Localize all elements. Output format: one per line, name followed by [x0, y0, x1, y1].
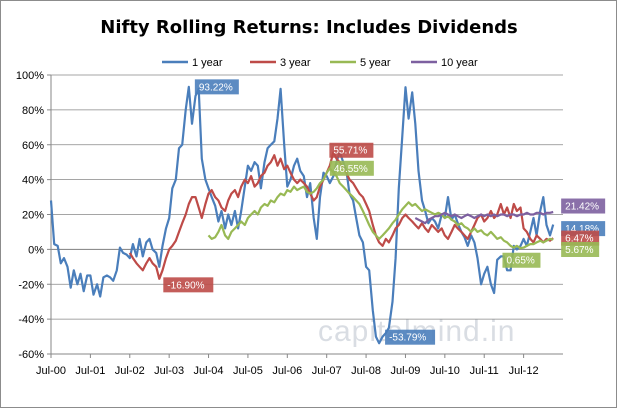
y-tick-label: 80%	[22, 105, 44, 117]
callout-label: 14.18%	[565, 224, 599, 235]
series-lines	[49, 85, 555, 345]
x-tick-label: Jul-10	[430, 365, 460, 377]
x-tick-label: Jul-11	[470, 365, 499, 377]
callout: 5.67%	[561, 241, 600, 257]
x-tick-label: Jul-05	[233, 365, 263, 377]
x-tick-label: Jul-07	[312, 365, 342, 377]
x-tick-label: Jul-04	[194, 365, 224, 377]
callout: 0.65%	[502, 252, 541, 268]
x-tick-label: Jul-03	[154, 365, 184, 377]
callout-label: -16.90%	[167, 280, 204, 291]
callout-box	[163, 277, 214, 293]
callout-box	[329, 160, 374, 176]
legend: 1 year 3 year 5 year 10 year	[162, 57, 478, 69]
y-tick-label: 20%	[22, 210, 44, 222]
legend-label: 5 year	[360, 57, 391, 69]
callout-label: -53.79%	[389, 333, 426, 344]
callout-label: 55.71%	[333, 146, 367, 157]
series-line-10-year	[414, 210, 554, 225]
callout-label: 5.67%	[565, 245, 593, 256]
chart-title: Nifty Rolling Returns: Includes Dividend…	[100, 17, 518, 38]
y-tick-label: -60%	[18, 349, 44, 361]
y-tick-label: -20%	[18, 279, 44, 291]
callout-label: 6.47%	[565, 234, 593, 245]
callout-box	[561, 230, 600, 246]
callout: -53.79%	[385, 329, 436, 345]
x-tick-label: Jul-06	[272, 365, 302, 377]
y-tick-label: 100%	[16, 70, 44, 82]
callout-box	[502, 252, 541, 268]
legend-label: 1 year	[192, 57, 223, 69]
callout-label: 46.55%	[334, 164, 368, 175]
callout-label: 93.22%	[199, 82, 233, 93]
x-tick-label: Jul-00	[36, 365, 66, 377]
legend-label: 10 year	[441, 57, 478, 69]
x-tick-label: Jul-02	[115, 365, 145, 377]
y-tick-label: 0%	[28, 244, 44, 256]
callout-box	[385, 329, 436, 345]
callout-box	[561, 198, 606, 214]
callout-label: 0.65%	[506, 256, 534, 267]
series-line-5-year	[207, 167, 554, 250]
callout-box	[561, 241, 600, 257]
callout-box	[329, 142, 374, 158]
callout: -16.90%	[163, 277, 214, 293]
callout: 6.47%	[561, 230, 600, 246]
y-tick-label: 40%	[22, 175, 44, 187]
y-tick-label: 60%	[22, 140, 44, 152]
legend-label: 3 year	[280, 57, 311, 69]
axes: 100% 80% 60% 40% 20% 0% -20% -40% -60% Jul-00 Jul-…	[16, 70, 563, 377]
callout: 55.71%	[329, 142, 374, 158]
callout-label: 21.42%	[565, 202, 599, 213]
callout: 21.42%	[561, 198, 606, 214]
x-tick-label: Jul-01	[75, 365, 105, 377]
callout-box	[194, 79, 239, 95]
x-tick-label: Jul-08	[351, 365, 381, 377]
callout: 93.22%	[194, 79, 239, 95]
series-line-1-year	[49, 85, 555, 345]
x-tick-label: Jul-09	[390, 365, 420, 377]
x-tick-label: Jul-12	[509, 365, 539, 377]
y-tick-label: -40%	[18, 314, 44, 326]
data-callouts: 93.22% 55.71% 46.55% -16.90% -53.79% 21.42% 14…	[163, 79, 606, 345]
callout: 46.55%	[329, 160, 374, 176]
